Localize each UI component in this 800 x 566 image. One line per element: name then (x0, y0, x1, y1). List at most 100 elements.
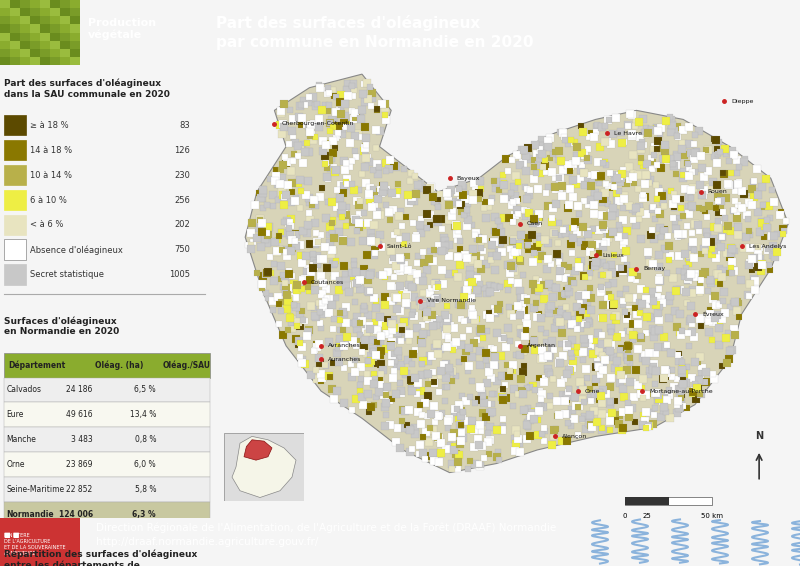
Point (640, 294, 653, 303)
Point (295, 119, 308, 128)
Point (356, 317, 369, 326)
Point (522, 241, 535, 250)
Point (577, 385, 590, 395)
Point (506, 263, 519, 272)
Point (544, 134, 557, 143)
Point (354, 275, 366, 284)
Point (446, 212, 458, 221)
Point (535, 249, 548, 258)
Point (338, 363, 350, 372)
Point (481, 310, 494, 319)
Point (274, 108, 287, 117)
Point (642, 129, 654, 138)
Point (574, 381, 587, 391)
Point (306, 200, 318, 209)
Point (345, 237, 358, 246)
Point (502, 285, 515, 294)
Point (578, 243, 591, 252)
Point (470, 281, 483, 290)
Point (330, 387, 343, 396)
Point (506, 156, 518, 165)
Point (462, 326, 475, 335)
Point (634, 307, 646, 316)
Point (474, 383, 487, 392)
Point (485, 344, 498, 353)
Point (602, 182, 614, 191)
Point (518, 345, 531, 354)
Point (659, 369, 672, 378)
Point (267, 277, 280, 286)
Point (706, 370, 719, 379)
Point (777, 225, 790, 234)
Point (586, 250, 599, 259)
Point (376, 100, 389, 109)
Point (429, 316, 442, 325)
Point (281, 290, 294, 299)
Bar (30, 57, 40, 65)
Point (731, 208, 744, 217)
Point (306, 249, 319, 258)
Point (616, 170, 629, 179)
Point (408, 196, 421, 205)
Point (639, 130, 652, 139)
Point (345, 123, 358, 132)
Point (468, 425, 481, 434)
Point (561, 369, 574, 378)
Point (562, 203, 574, 212)
Point (458, 292, 470, 301)
Point (277, 283, 290, 292)
Point (725, 226, 738, 235)
Point (629, 203, 642, 212)
Point (697, 205, 710, 214)
Point (614, 346, 627, 355)
Point (391, 187, 404, 196)
Point (291, 141, 304, 150)
Point (436, 247, 449, 256)
Point (385, 341, 398, 350)
Point (534, 314, 547, 323)
Point (698, 268, 711, 277)
Point (673, 252, 686, 261)
Point (639, 286, 652, 295)
Point (630, 207, 642, 216)
Point (650, 180, 662, 189)
Point (339, 211, 352, 220)
Point (646, 297, 659, 306)
Point (680, 222, 693, 231)
Point (377, 185, 390, 194)
Point (287, 280, 300, 289)
Point (587, 175, 600, 184)
Point (636, 299, 649, 308)
Point (666, 274, 679, 283)
Point (652, 315, 665, 324)
Point (339, 222, 352, 231)
Point (508, 183, 521, 192)
Point (749, 283, 762, 292)
Point (502, 167, 514, 176)
Point (370, 303, 382, 312)
Point (357, 400, 370, 409)
Point (716, 315, 729, 324)
Point (474, 280, 486, 289)
Point (506, 401, 519, 410)
Point (645, 153, 658, 162)
Point (384, 421, 397, 430)
Point (715, 362, 728, 371)
Point (538, 374, 550, 383)
Point (304, 121, 317, 130)
Point (361, 328, 374, 337)
Point (526, 280, 539, 289)
Point (415, 419, 428, 428)
Point (261, 238, 274, 247)
Point (534, 395, 547, 404)
Point (376, 317, 389, 326)
Point (276, 130, 289, 139)
Point (299, 120, 312, 129)
Point (490, 426, 503, 435)
Point (547, 426, 560, 435)
Bar (50, 32, 60, 41)
Point (529, 285, 542, 294)
Point (653, 126, 666, 135)
Point (659, 154, 672, 163)
Point (442, 416, 454, 425)
